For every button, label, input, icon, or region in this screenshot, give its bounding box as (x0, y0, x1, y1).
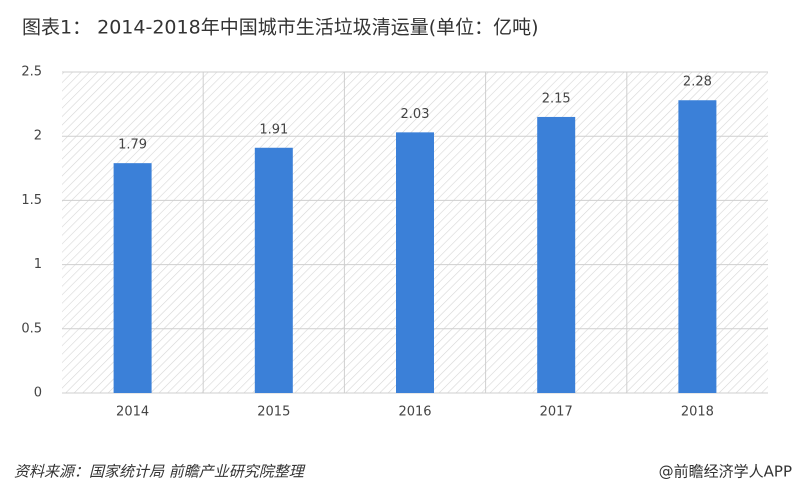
bar (113, 163, 152, 393)
bar (254, 147, 293, 393)
chart-title: 图表1： 2014-2018年中国城市生活垃圾清运量(单位：亿吨) (22, 17, 539, 39)
data-label: 1.91 (259, 122, 288, 137)
data-label: 2.03 (401, 107, 430, 122)
watermark: @前瞻经济学人APP (659, 463, 792, 481)
data-label: 2.28 (683, 75, 712, 90)
x-tick-label: 2016 (398, 405, 431, 420)
data-label: 1.79 (118, 138, 147, 153)
x-tick-label: 2014 (116, 405, 149, 420)
y-tick-label: 0 (34, 386, 42, 401)
source-note: 资料来源：国家统计局 前瞻产业研究院整理 (14, 463, 306, 481)
y-tick-label: 1 (34, 257, 42, 272)
y-tick-label: 2.5 (21, 65, 42, 80)
bar (537, 116, 576, 393)
x-tick-label: 2017 (540, 405, 573, 420)
bar (678, 100, 717, 394)
x-tick-label: 2015 (257, 405, 290, 420)
x-tick-label: 2018 (681, 405, 714, 420)
y-tick-label: 0.5 (21, 321, 42, 336)
y-tick-label: 1.5 (21, 193, 42, 208)
y-tick-label: 2 (34, 129, 42, 144)
data-label: 2.15 (542, 91, 571, 106)
bar (396, 132, 434, 393)
